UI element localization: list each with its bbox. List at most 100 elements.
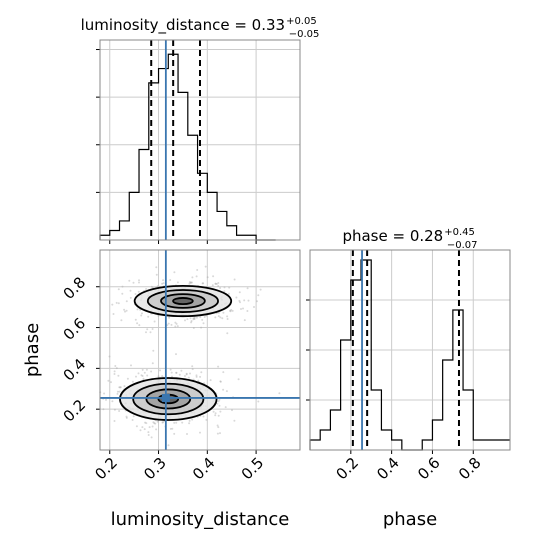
sample-point (189, 281, 192, 284)
sample-point (222, 371, 225, 374)
luminosity-distance-title: luminosity_distance = 0.33+0.05 −0.05 (81, 16, 320, 40)
sample-point (134, 318, 137, 321)
sample-point (137, 290, 140, 293)
sample-point (188, 282, 191, 285)
sample-point (156, 420, 159, 423)
sample-point (175, 371, 178, 374)
sample-point (192, 317, 195, 320)
sample-point (200, 371, 203, 374)
sample-point (243, 319, 246, 322)
sample-point (180, 369, 183, 372)
sample-point (235, 296, 238, 299)
sample-point (201, 318, 204, 321)
sample-point (231, 409, 233, 412)
sample-point (120, 319, 123, 322)
sample-point (117, 288, 120, 291)
phase-histogram-panel: 0.2 0.4 0.6 0.8 (306, 249, 511, 483)
sample-point (214, 316, 217, 319)
sample-point (111, 303, 114, 306)
sample-point (169, 279, 172, 281)
sample-point (216, 402, 219, 405)
sample-point (155, 428, 158, 431)
sample-point (151, 425, 154, 428)
sample-point (188, 422, 191, 425)
sample-point (150, 370, 153, 373)
sample-point (145, 368, 148, 371)
sample-point (123, 308, 126, 311)
sample-point (186, 318, 189, 321)
sample-point (229, 309, 231, 312)
sample-point (169, 427, 172, 430)
sample-point (108, 355, 111, 358)
sample-point (192, 318, 195, 321)
sample-point (139, 429, 142, 432)
sample-point (219, 380, 222, 383)
sample-point (222, 388, 225, 391)
sample-point (178, 373, 181, 376)
sample-point (138, 324, 141, 327)
sample-point (105, 398, 107, 401)
sample-point (143, 428, 146, 431)
sample-point (175, 421, 178, 424)
sample-point (225, 390, 228, 393)
sample-point (202, 415, 205, 418)
mode-1-contour-2 (160, 293, 206, 309)
sample-point (214, 414, 217, 417)
sample-point (162, 279, 165, 282)
sample-point (118, 410, 121, 412)
sample-point (259, 288, 262, 291)
sample-point (156, 285, 159, 288)
sample-point (171, 427, 174, 430)
sample-point (175, 322, 178, 325)
sample-point (206, 276, 209, 279)
sample-point (107, 379, 110, 382)
sample-point (171, 375, 173, 378)
sample-point (190, 321, 193, 324)
sample-point (169, 368, 172, 371)
sample-point (219, 316, 222, 319)
joint-panel-frame (99, 249, 301, 451)
sample-point (103, 392, 106, 395)
sample-point (117, 374, 120, 377)
sample-point (146, 374, 149, 377)
sample-point (176, 325, 179, 328)
sample-point (217, 426, 220, 429)
sample-point (217, 311, 220, 314)
sample-point (199, 375, 202, 378)
sample-point (193, 318, 196, 320)
sample-point (195, 375, 198, 378)
sample-point (168, 316, 171, 319)
sample-point (137, 372, 140, 375)
sample-point (142, 377, 145, 380)
sample-point (240, 308, 242, 310)
sample-point (110, 381, 112, 384)
sample-point (219, 380, 222, 383)
sample-point (203, 316, 206, 318)
sample-point (228, 286, 231, 289)
sample-point (223, 286, 226, 289)
sample-point (256, 300, 258, 303)
phase-title: phase = 0.28+0.45 −0.07 (342, 227, 477, 251)
sample-point (214, 282, 217, 285)
sample-point (217, 282, 220, 284)
sample-point (215, 283, 218, 285)
sample-point (150, 436, 153, 439)
sample-point (132, 415, 135, 418)
joint-density-panel: 0.2 0.3 0.4 0.5 0.2 0.4 0.6 0.8 (60, 249, 301, 484)
sample-point (136, 308, 139, 311)
sample-point (242, 307, 244, 310)
sample-point (153, 422, 156, 425)
sample-point (230, 308, 233, 311)
sample-point (187, 376, 190, 379)
sample-point (121, 285, 124, 288)
sample-point (218, 398, 221, 401)
mode-0-contour-1 (132, 382, 205, 416)
sample-point (132, 281, 135, 284)
sample-point (113, 408, 116, 411)
sample-point (221, 317, 224, 320)
sample-point (226, 332, 229, 335)
luminosity-distance-tick-label-3: 0.5 (238, 454, 268, 484)
sample-point (246, 310, 249, 312)
sample-point (227, 292, 230, 295)
